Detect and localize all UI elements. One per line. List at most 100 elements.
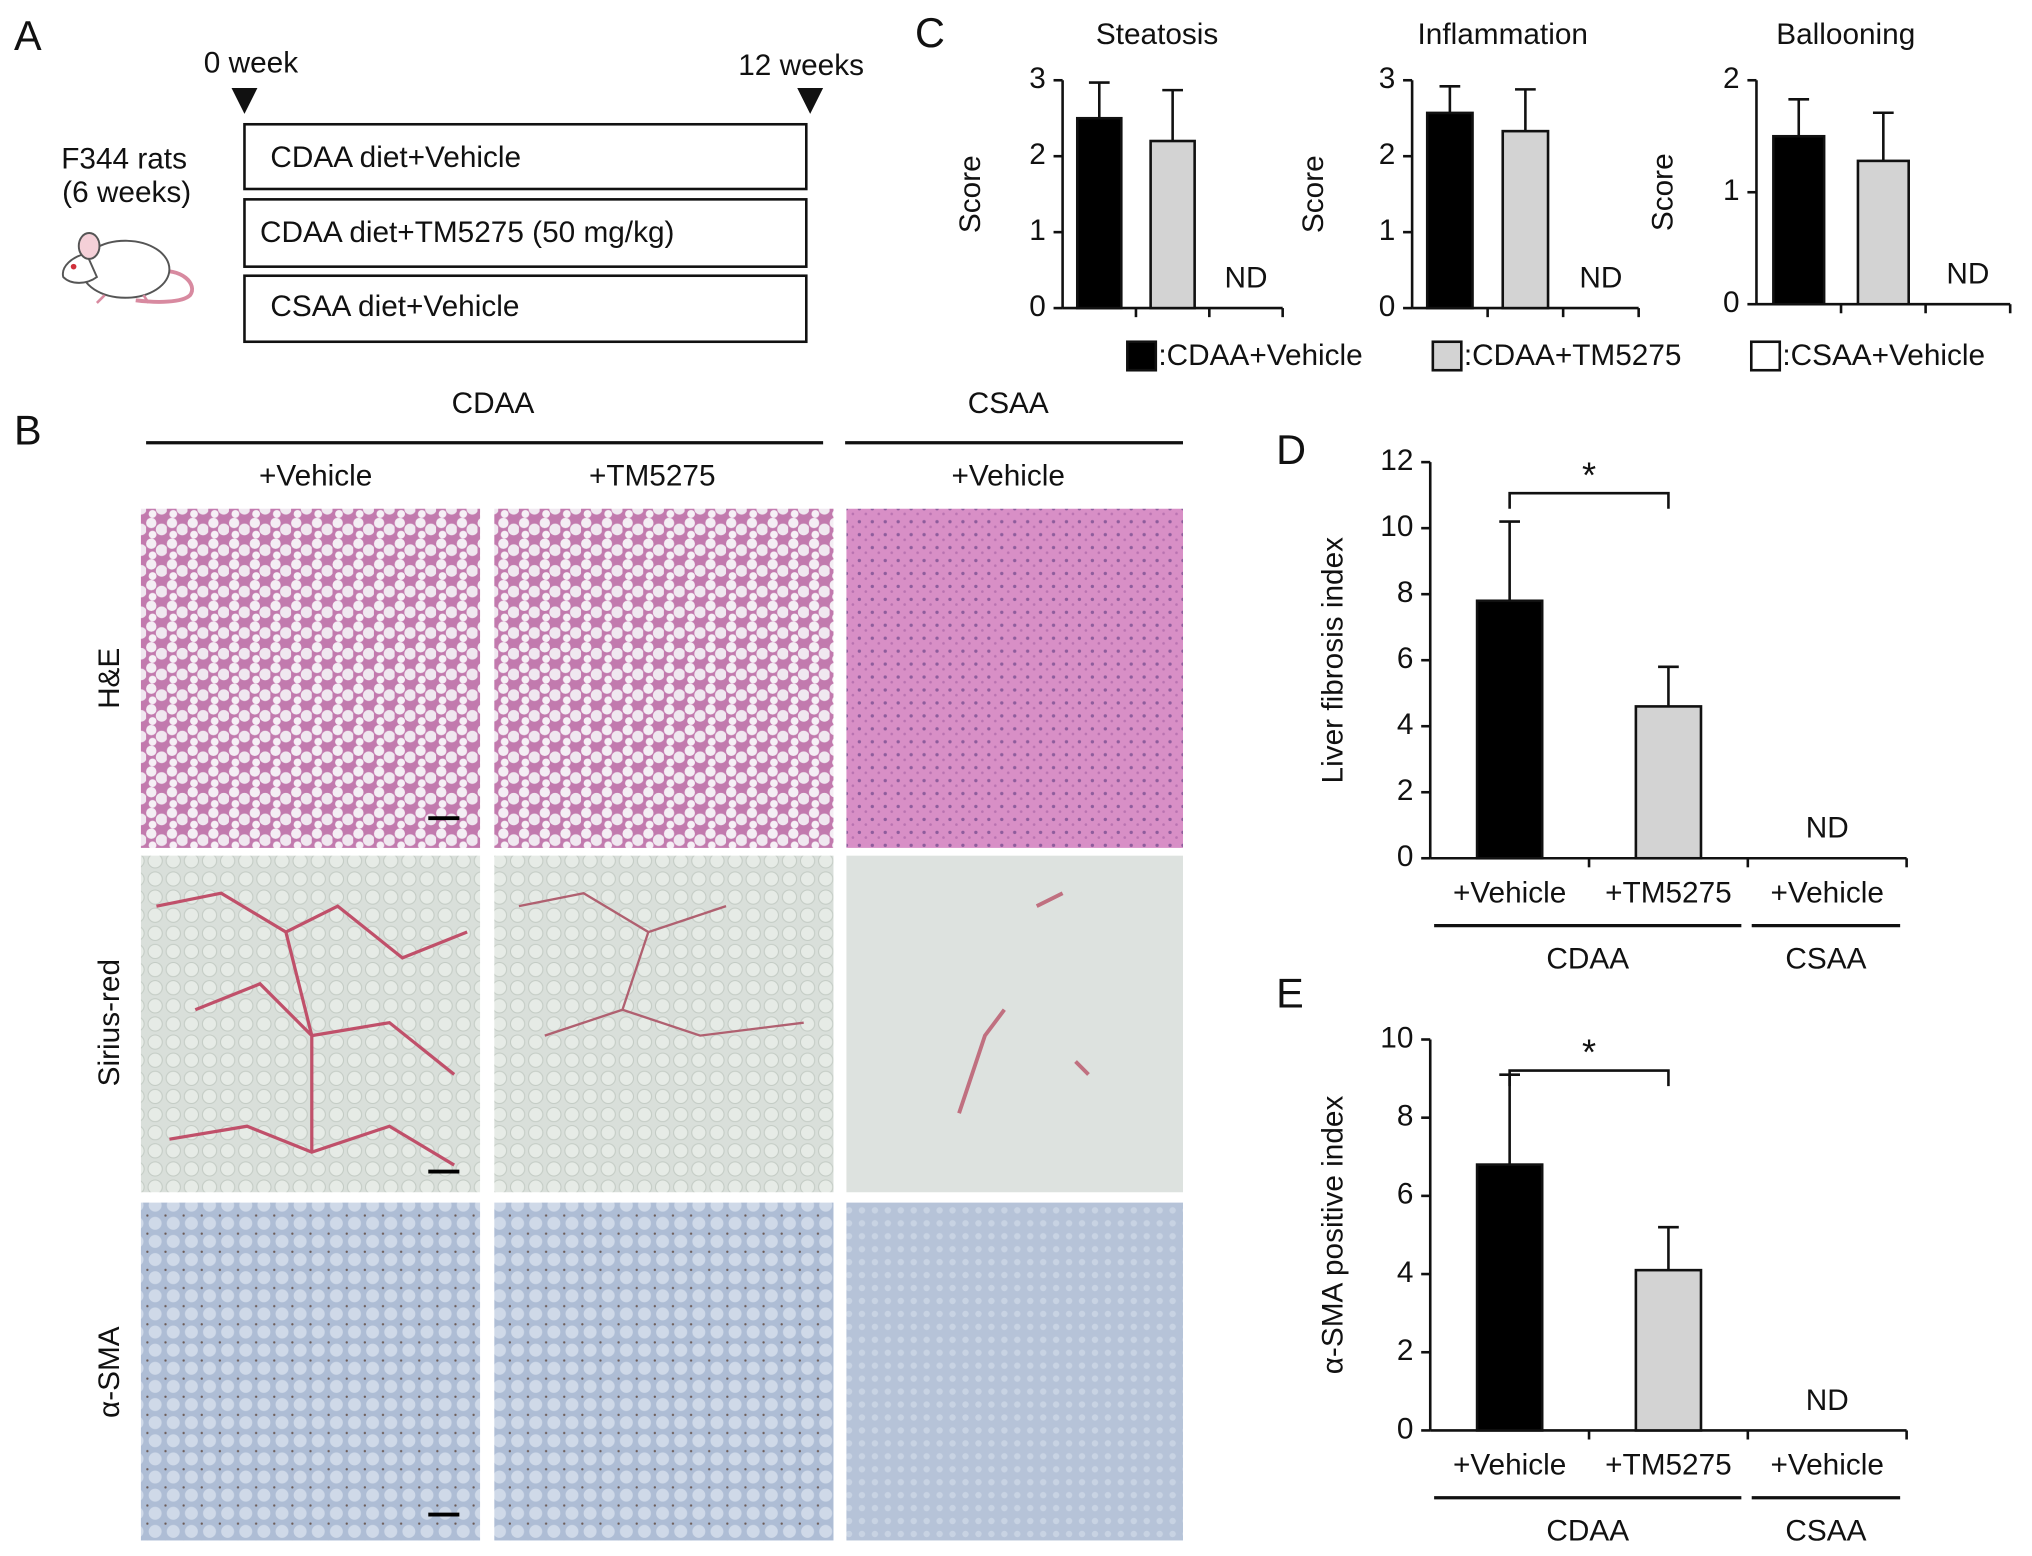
y-tick-label: 2 <box>1723 62 1740 95</box>
value-label: ND <box>1806 812 1849 845</box>
legend-label: :CDAA+Vehicle <box>1158 339 1362 372</box>
y-tick-label: 10 <box>1380 510 1413 543</box>
group-label: CSAA diet+Vehicle <box>270 290 519 323</box>
mouse-icon <box>61 232 194 304</box>
group-label: CDAA diet+Vehicle <box>270 141 521 174</box>
bar <box>1634 705 1703 860</box>
x-tick-label: +Vehicle <box>1771 1449 1884 1482</box>
y-axis-label: Liver fibrosis index <box>1316 537 1349 784</box>
micrographs <box>140 508 1183 1541</box>
chart-title: Steatosis <box>1096 18 1218 51</box>
y-tick-label: 2 <box>1397 1334 1414 1367</box>
y-tick-label: 3 <box>1029 62 1046 95</box>
y-tick-label: 6 <box>1397 1178 1414 1211</box>
x-tick-label: +Vehicle <box>1771 876 1884 909</box>
y-tick-label: 0 <box>1379 290 1396 323</box>
group-header: CSAA <box>968 387 1049 420</box>
micrograph <box>140 1202 481 1541</box>
legend-swatch <box>1126 340 1158 372</box>
micrograph <box>494 508 834 848</box>
column-header: +Vehicle <box>952 460 1065 493</box>
micrograph <box>846 508 1183 848</box>
value-label: ND <box>1579 261 1622 294</box>
micrograph <box>494 1202 834 1541</box>
y-tick-label: 0 <box>1723 286 1740 319</box>
bar <box>1075 116 1123 310</box>
value-label: ND <box>1946 258 1989 291</box>
bar <box>1425 111 1474 310</box>
legend-label: :CSAA+Vehicle <box>1782 339 1985 372</box>
column-header: +Vehicle <box>259 460 372 493</box>
significance-bracket <box>1508 1069 1670 1087</box>
y-axis-label: Score <box>1297 155 1330 233</box>
y-tick-label: 4 <box>1397 708 1414 741</box>
group-label: CDAA diet+TM5275 (50 mg/kg) <box>260 216 674 249</box>
y-tick-label: 2 <box>1379 138 1396 171</box>
legend-swatch <box>1749 340 1782 372</box>
y-tick-label: 8 <box>1397 1100 1414 1133</box>
animal-label: F344 rats <box>61 142 187 175</box>
legend-swatch <box>1431 340 1463 372</box>
y-tick-label: 0 <box>1397 840 1414 873</box>
group-label: CSAA <box>1785 1515 1866 1548</box>
y-tick-label: 2 <box>1029 138 1046 171</box>
value-label: ND <box>1806 1384 1849 1417</box>
value-label: ND <box>1224 261 1267 294</box>
chart-title: Ballooning <box>1776 18 1915 51</box>
animal-label: (6 weeks) <box>62 176 191 209</box>
y-tick-label: 0 <box>1029 290 1046 323</box>
micrograph <box>140 508 481 848</box>
y-tick-label: 12 <box>1380 444 1413 477</box>
panel-label: C <box>915 10 945 56</box>
start-label: 0 week <box>204 47 298 80</box>
y-axis-label: Score <box>1646 153 1679 231</box>
panel-label: A <box>14 13 42 59</box>
micrograph <box>846 855 1183 1193</box>
legend-label: :CDAA+TM5275 <box>1464 339 1682 372</box>
panel-label: B <box>14 408 42 454</box>
end-label: 12 weeks <box>738 49 864 82</box>
y-tick-label: 6 <box>1397 642 1414 675</box>
group-label: CSAA <box>1785 942 1866 975</box>
bar <box>1634 1268 1703 1432</box>
group-label: CDAA <box>1546 1515 1629 1548</box>
y-tick-label: 4 <box>1397 1256 1414 1289</box>
row-label: α-SMA <box>93 1326 126 1418</box>
x-tick-label: +Vehicle <box>1453 876 1566 909</box>
timepoint-arrows <box>231 88 824 114</box>
group-label: CDAA <box>1546 942 1629 975</box>
micrograph <box>846 1202 1183 1541</box>
x-tick-label: +TM5275 <box>1605 876 1732 909</box>
column-header: +TM5275 <box>589 460 716 493</box>
panel-label: D <box>1276 427 1306 473</box>
row-label: Sirius-red <box>93 959 126 1086</box>
group-box <box>243 122 808 191</box>
significance-label: * <box>1582 1032 1596 1073</box>
chart-title: Inflammation <box>1418 18 1588 51</box>
y-tick-label: 0 <box>1397 1412 1414 1445</box>
group-header: CDAA <box>452 387 535 420</box>
x-tick-label: +TM5275 <box>1605 1449 1732 1482</box>
y-axis-label: Score <box>954 155 987 233</box>
y-tick-label: 1 <box>1723 174 1740 207</box>
significance-label: * <box>1582 454 1596 495</box>
bar <box>1475 599 1544 860</box>
significance-bracket <box>1508 491 1670 509</box>
y-tick-label: 1 <box>1029 214 1046 247</box>
y-tick-label: 3 <box>1379 62 1396 95</box>
bar <box>1475 1163 1544 1432</box>
y-tick-label: 8 <box>1397 576 1414 609</box>
panel-label: E <box>1276 971 1304 1017</box>
group-box <box>243 198 808 268</box>
y-tick-label: 1 <box>1379 214 1396 247</box>
row-label: H&E <box>93 648 126 709</box>
y-tick-label: 10 <box>1380 1021 1413 1054</box>
bar <box>1856 159 1910 306</box>
bar <box>1149 139 1196 310</box>
bar <box>1501 129 1550 310</box>
bar <box>1772 134 1826 306</box>
y-axis-label: α-SMA positive index <box>1316 1096 1349 1375</box>
group-box <box>243 274 808 344</box>
y-tick-label: 2 <box>1397 774 1414 807</box>
